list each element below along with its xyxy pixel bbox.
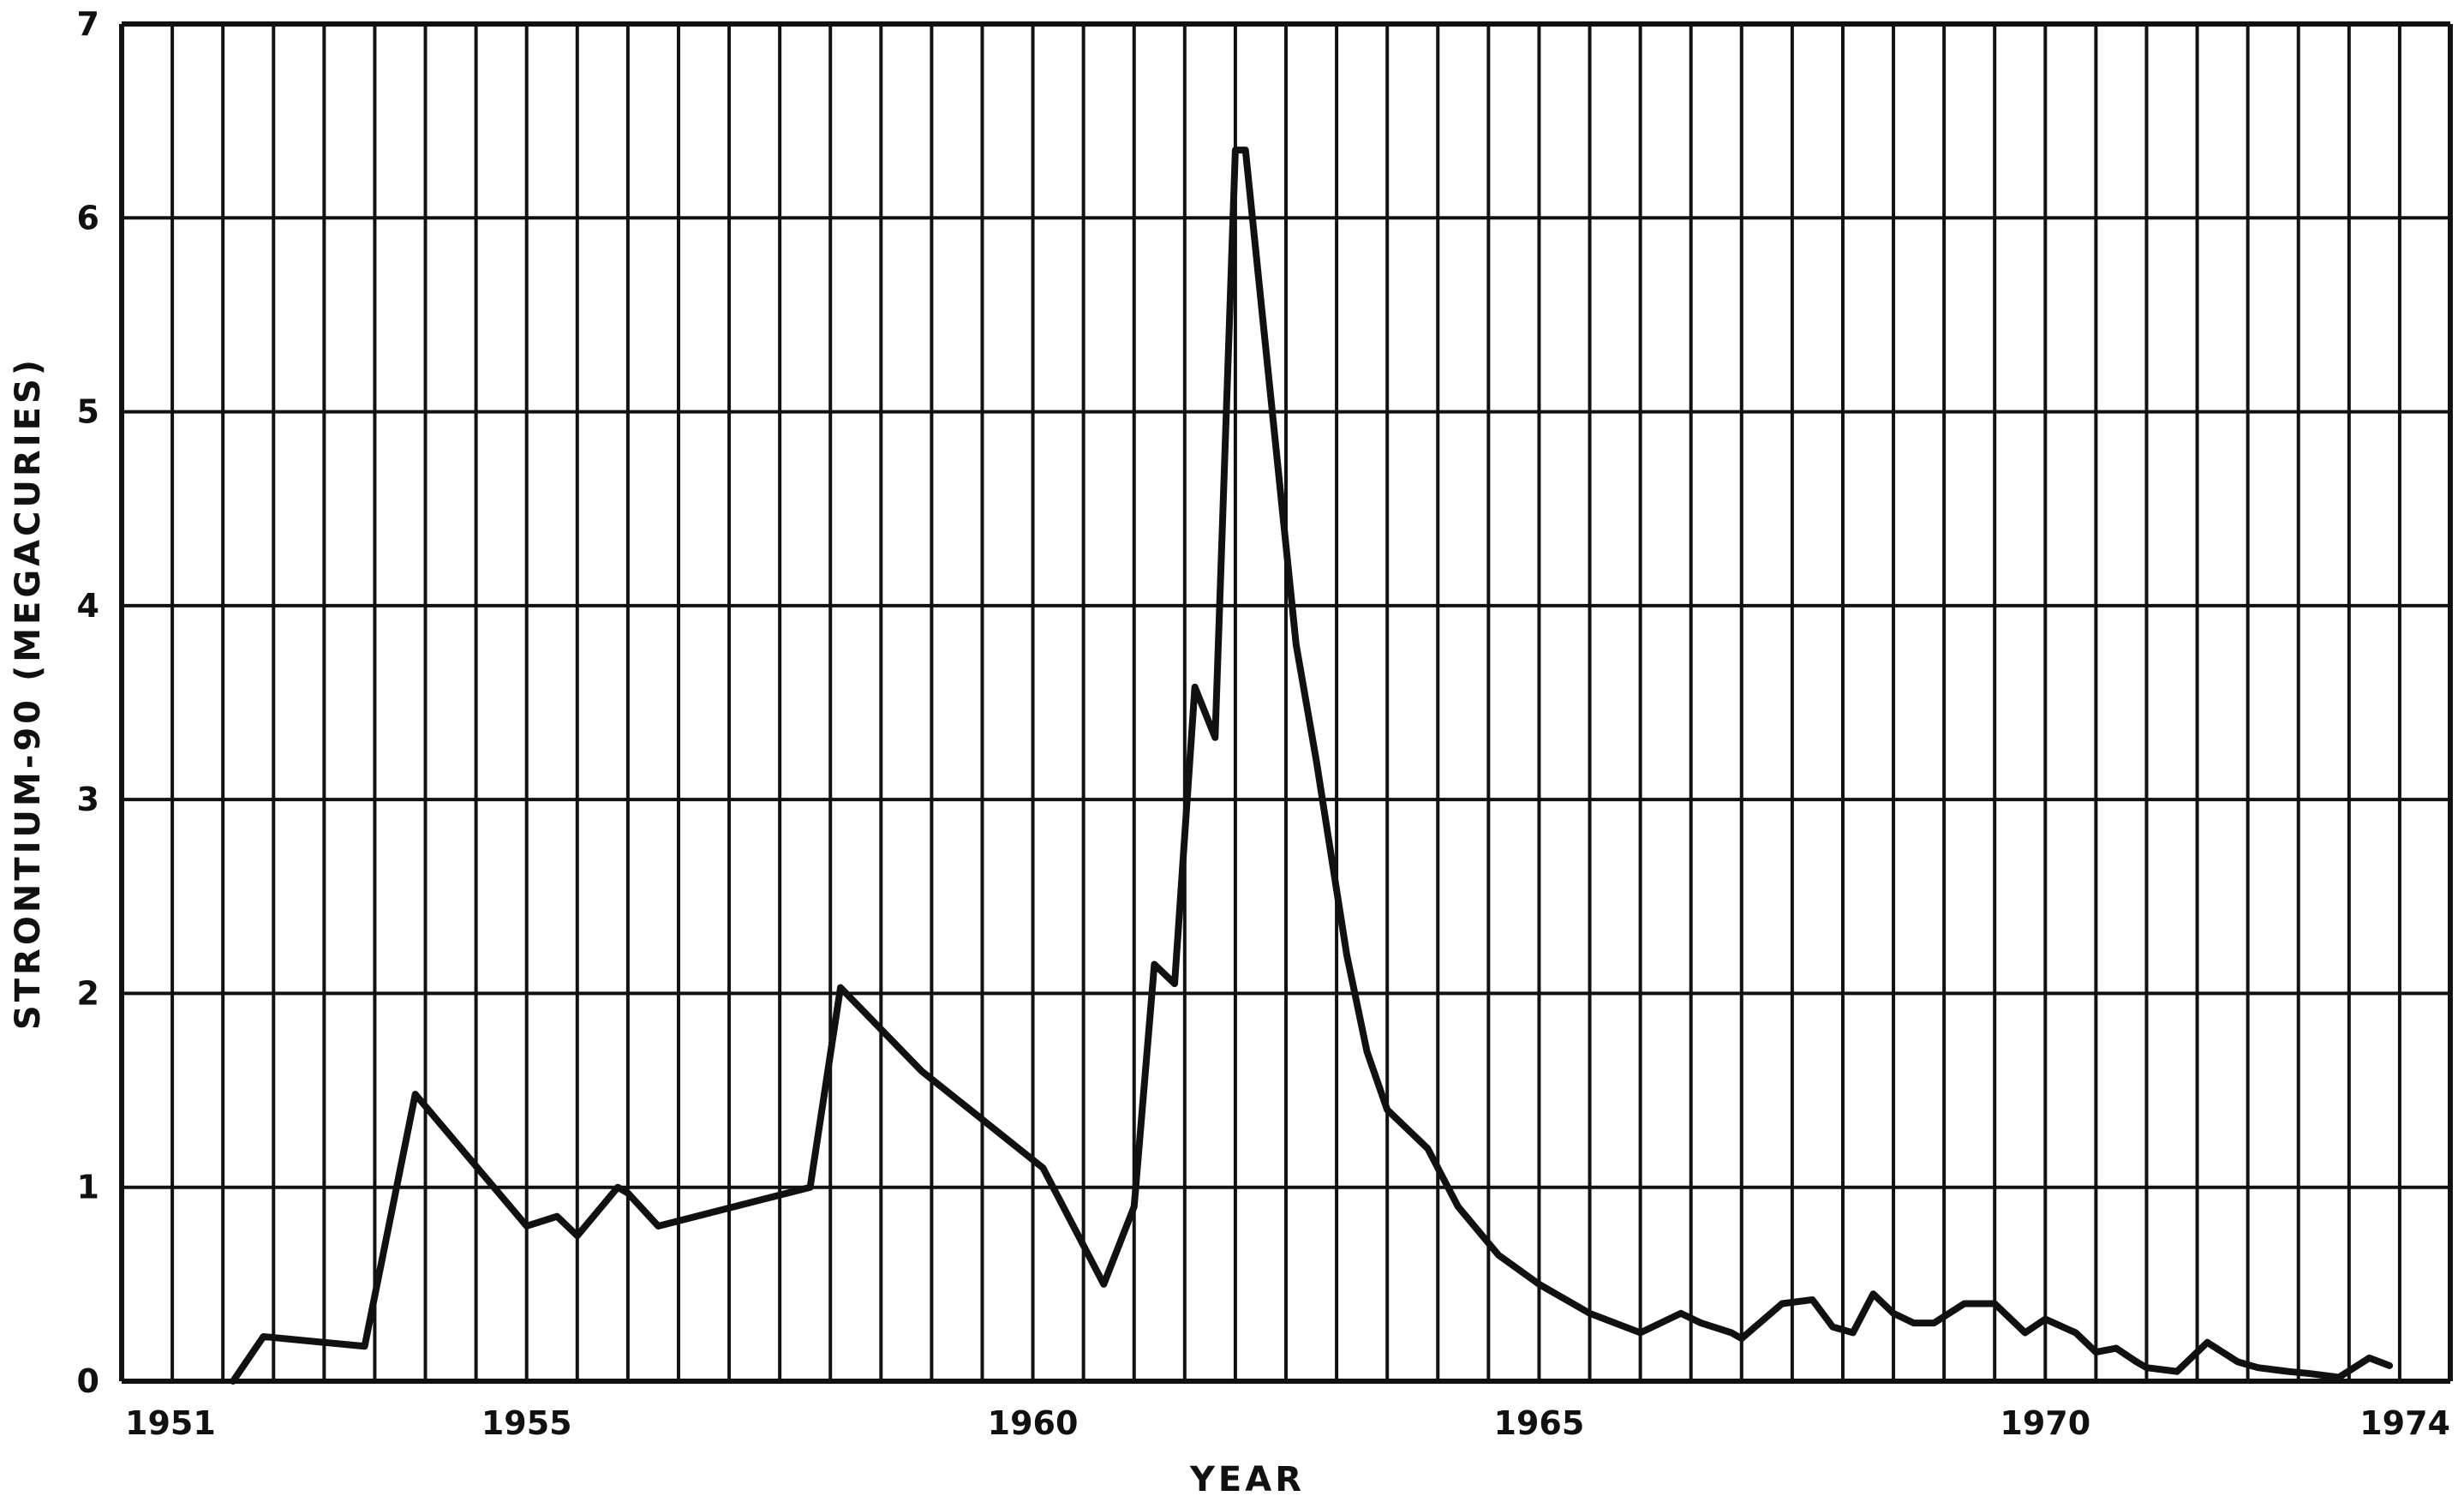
y-tick-label: 7 [77,5,99,43]
x-tick-label: 1965 [1494,1404,1585,1442]
y-tick-label: 2 [77,974,99,1012]
x-axis-title: YEAR [1189,1460,1305,1496]
y-axis-title: STRONTIUM-90 (MEGACURIES) [9,356,48,1030]
y-tick-label: 5 [77,393,99,431]
y-tick-label: 6 [77,199,99,236]
series-group [229,147,2394,1385]
series-line [229,147,2394,1385]
y-tick-label: 3 [77,781,99,818]
horizontal-gridlines [122,21,2450,1384]
y-tick-labels: 0 1 2 3 4 5 6 7 [77,5,99,1400]
x-tick-labels: 1951 1955 1960 1965 1970 1974 [125,1404,2450,1442]
x-tick-label: 1951 [125,1404,216,1442]
x-tick-label: 1974 [2359,1404,2450,1442]
x-tick-label: 1960 [988,1404,1079,1442]
y-tick-label: 1 [77,1169,99,1206]
y-tick-label: 0 [77,1362,99,1400]
y-tick-label: 4 [77,587,99,625]
vertical-gridlines [119,24,2453,1381]
x-tick-label: 1955 [481,1404,572,1442]
x-tick-label: 1970 [2000,1404,2090,1442]
